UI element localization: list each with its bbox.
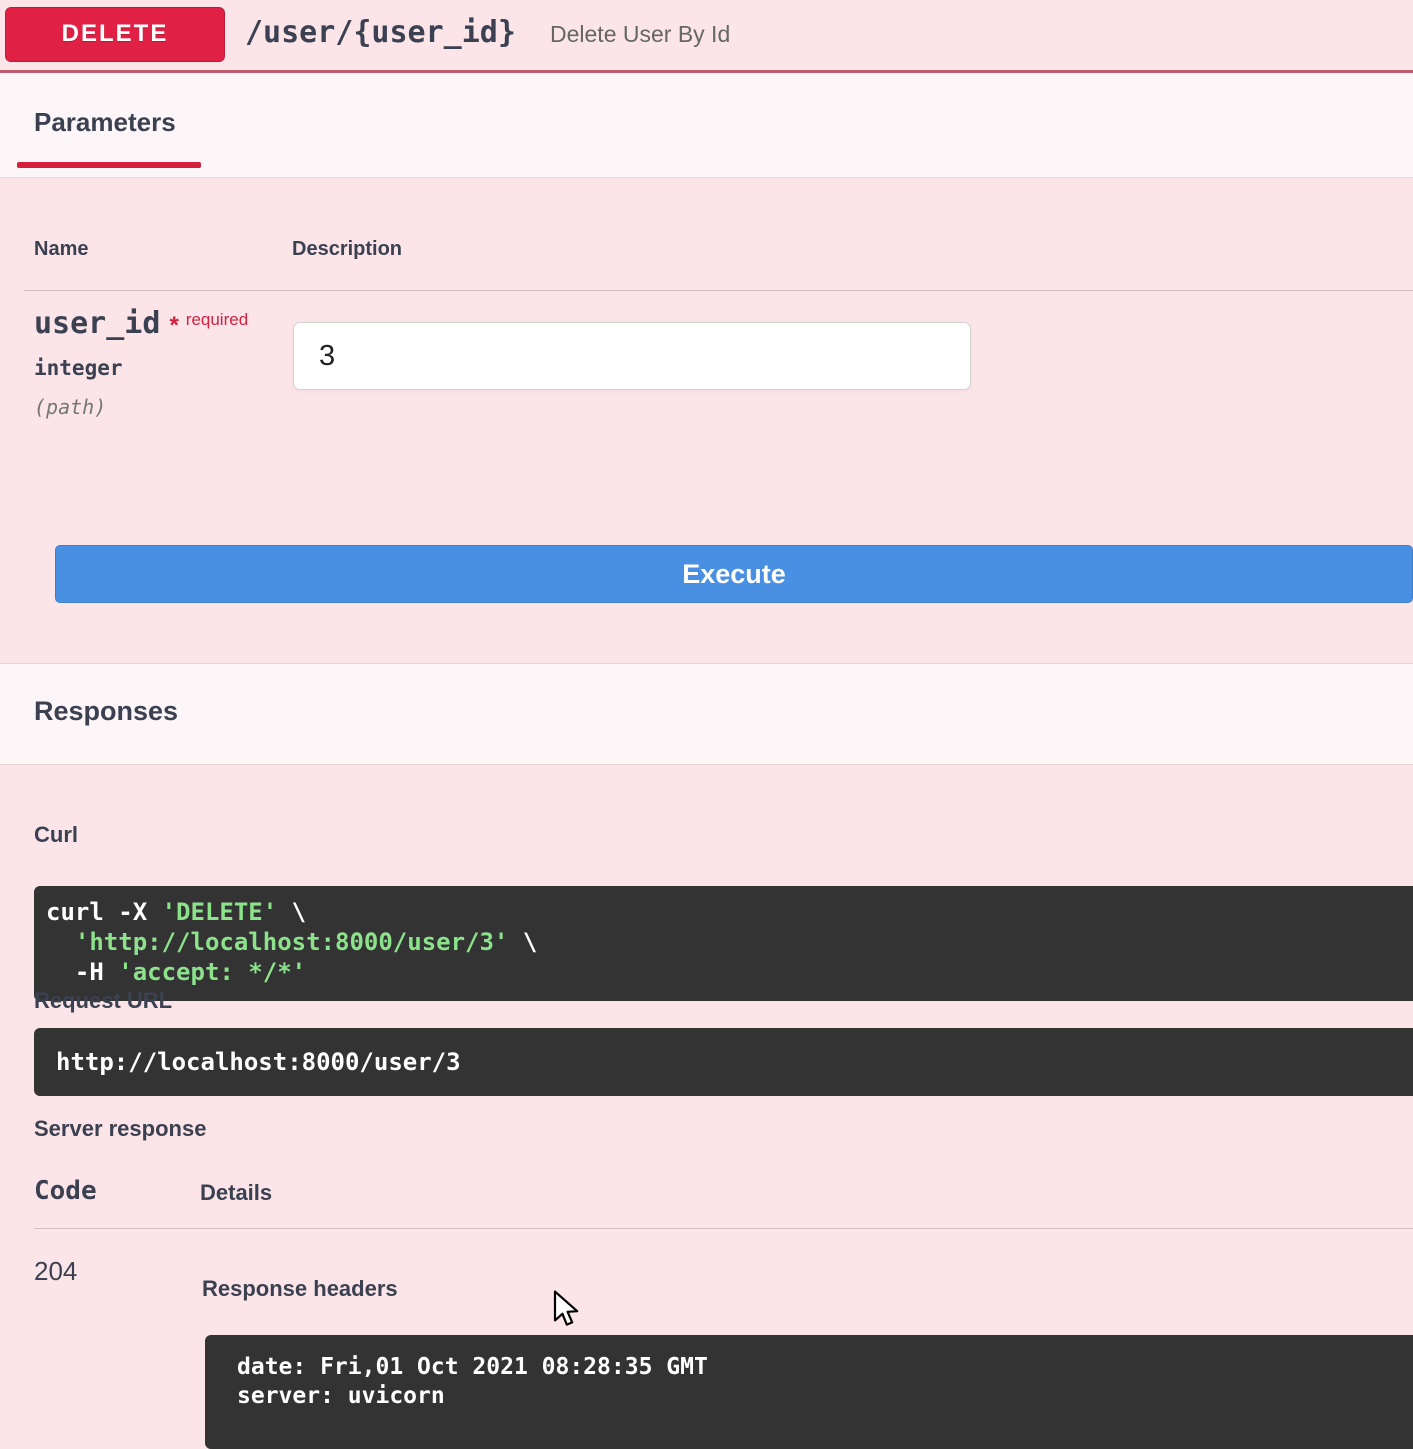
tab-parameters[interactable]: Parameters: [34, 107, 176, 137]
param-name: user_id: [34, 306, 161, 341]
status-code-204: 204: [34, 1256, 78, 1286]
mouse-cursor-icon: [553, 1290, 579, 1326]
response-table-divider: [34, 1228, 1413, 1229]
param-col-name-header: Name: [34, 238, 89, 260]
response-code-header: Code: [34, 1176, 97, 1206]
param-type: integer: [34, 356, 123, 380]
header-server-line: server: uvicorn: [237, 1383, 445, 1409]
param-col-description-header: Description: [292, 238, 403, 260]
curl-label: Curl: [34, 822, 78, 847]
tab-active-underline: [17, 162, 201, 168]
curl-line1: curl -X 'DELETE' \: [46, 898, 307, 926]
param-table-divider: [24, 290, 1413, 291]
param-user-id-cell: user_id * required integer (path): [34, 306, 248, 419]
response-headers-label: Response headers: [202, 1276, 398, 1301]
opblock-summary[interactable]: DELETE /user/{user_id} Delete User By Id: [0, 0, 1413, 73]
response-details-header: Details: [200, 1180, 273, 1205]
opblock-tab-bar: Parameters: [0, 73, 1413, 178]
curl-line3: -H 'accept: */*': [46, 958, 307, 986]
endpoint-summary: Delete User By Id: [550, 21, 731, 47]
request-url-block: http://localhost:8000/user/3: [34, 1028, 1413, 1096]
curl-line2: 'http://localhost:8000/user/3' \: [74, 928, 538, 956]
header-date-line: date: Fri,01 Oct 2021 08:28:35 GMT: [237, 1354, 708, 1380]
responses-section-header: Responses: [0, 663, 1413, 765]
required-asterisk: *: [169, 312, 179, 339]
endpoint-path: /user/{user_id}: [245, 15, 516, 50]
response-headers-block: date: Fri,01 Oct 2021 08:28:35 GMT serve…: [205, 1335, 1413, 1449]
required-label: required: [185, 310, 249, 329]
user-id-input[interactable]: [293, 322, 971, 390]
request-url-label: Request URL: [34, 988, 173, 1013]
method-delete-badge[interactable]: DELETE: [5, 7, 225, 62]
curl-command-block[interactable]: curl -X 'DELETE' \ 'http://localhost:800…: [34, 886, 1413, 1001]
responses-title: Responses: [34, 696, 179, 726]
param-location: (path): [34, 395, 107, 419]
server-response-label: Server response: [34, 1116, 207, 1141]
execute-button[interactable]: Execute: [55, 545, 1413, 603]
